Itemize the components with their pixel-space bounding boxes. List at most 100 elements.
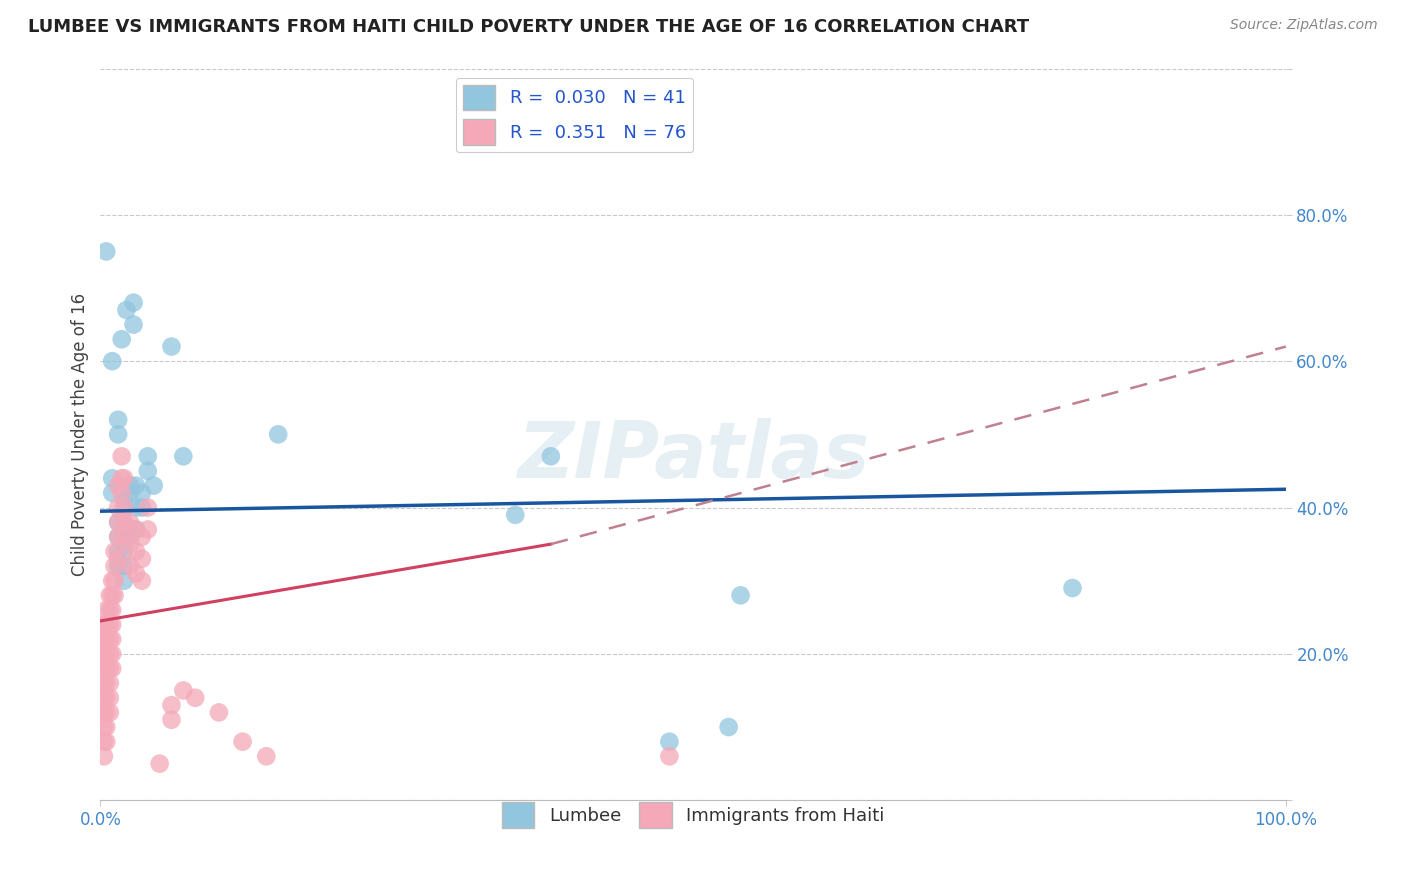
Point (112, 515, 135, 529)
Point (118, 559, 141, 574)
Point (98, 632, 121, 647)
Point (107, 559, 129, 574)
Point (111, 332, 134, 346)
Point (112, 544, 135, 558)
Point (232, 734, 254, 748)
Point (98, 617, 121, 632)
Point (101, 471, 124, 485)
Point (96, 690, 118, 705)
Point (93, 706, 115, 720)
Point (208, 706, 231, 720)
Point (112, 559, 135, 574)
Point (122, 318, 145, 332)
Point (96, 661, 118, 675)
Point (142, 478, 165, 492)
Point (103, 544, 125, 558)
Point (98, 661, 121, 675)
Point (112, 471, 135, 485)
Point (107, 413, 129, 427)
Point (111, 486, 134, 500)
Point (107, 500, 129, 515)
Point (730, 588, 752, 602)
Point (101, 632, 124, 647)
Point (131, 574, 153, 588)
Point (107, 515, 129, 529)
Point (96, 632, 118, 647)
Point (184, 690, 207, 705)
Point (540, 450, 562, 464)
Point (125, 523, 148, 537)
Point (160, 713, 183, 727)
Point (107, 544, 129, 558)
Point (172, 450, 194, 464)
Point (118, 478, 141, 492)
Text: ZIPatlas: ZIPatlas (517, 418, 869, 494)
Point (93, 720, 115, 734)
Legend: Lumbee, Immigrants from Haiti: Lumbee, Immigrants from Haiti (495, 795, 891, 835)
Point (112, 493, 135, 508)
Point (112, 515, 135, 529)
Point (267, 427, 290, 442)
Point (111, 450, 134, 464)
Point (107, 551, 129, 566)
Point (118, 515, 141, 529)
Point (118, 530, 141, 544)
Point (101, 354, 124, 368)
Point (107, 515, 129, 529)
Point (93, 632, 115, 647)
Point (131, 486, 153, 500)
Point (103, 559, 125, 574)
Point (149, 756, 172, 771)
Point (115, 303, 138, 318)
Point (131, 530, 153, 544)
Point (96, 720, 118, 734)
Point (93, 647, 115, 661)
Point (717, 720, 740, 734)
Point (112, 574, 135, 588)
Point (160, 698, 183, 712)
Point (101, 617, 124, 632)
Point (96, 676, 118, 690)
Point (111, 471, 134, 485)
Point (107, 478, 129, 492)
Point (93, 690, 115, 705)
Point (125, 523, 148, 537)
Point (160, 340, 183, 354)
Point (107, 530, 129, 544)
Point (98, 647, 121, 661)
Point (503, 508, 526, 522)
Point (136, 500, 159, 515)
Point (107, 427, 129, 442)
Point (112, 500, 135, 515)
Point (101, 574, 124, 588)
Point (93, 661, 115, 675)
Point (96, 647, 118, 661)
Point (115, 523, 138, 537)
Point (98, 690, 121, 705)
Point (118, 537, 141, 551)
Point (254, 749, 277, 764)
Point (93, 749, 115, 764)
Point (93, 676, 115, 690)
Point (131, 500, 153, 515)
Point (136, 450, 159, 464)
Point (107, 530, 129, 544)
Point (101, 661, 124, 675)
Text: Source: ZipAtlas.com: Source: ZipAtlas.com (1230, 18, 1378, 32)
Point (125, 544, 148, 558)
Point (101, 603, 124, 617)
Point (118, 486, 141, 500)
Point (96, 617, 118, 632)
Point (172, 683, 194, 698)
Point (658, 749, 681, 764)
Point (131, 551, 153, 566)
Point (103, 588, 125, 602)
Point (93, 734, 115, 748)
Point (98, 603, 121, 617)
Y-axis label: Child Poverty Under the Age of 16: Child Poverty Under the Age of 16 (72, 293, 89, 576)
Point (103, 574, 125, 588)
Point (112, 500, 135, 515)
Point (101, 486, 124, 500)
Point (96, 734, 118, 748)
Point (96, 603, 118, 617)
